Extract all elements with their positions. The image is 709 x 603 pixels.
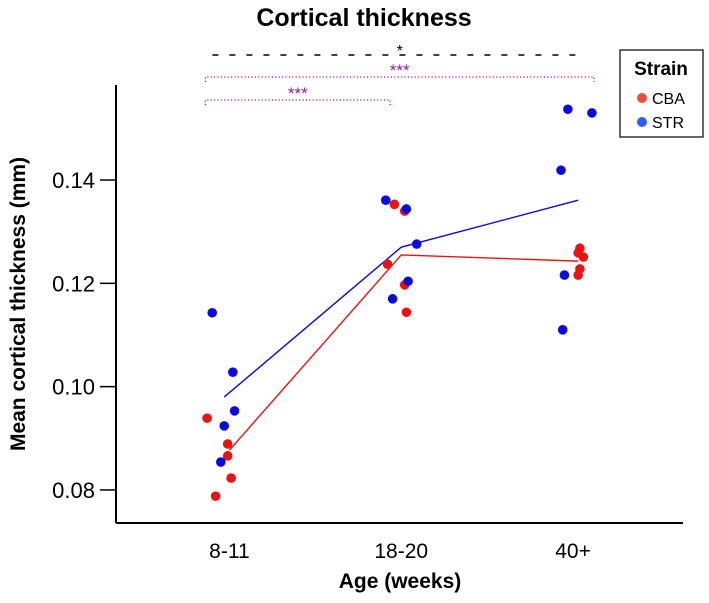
x-axis-label: Age (weeks) <box>339 570 462 593</box>
data-point-cba <box>202 413 212 423</box>
x-tick-label: 40+ <box>555 540 591 563</box>
data-point-str <box>403 276 413 287</box>
legend-marker-str <box>637 117 647 127</box>
data-point-cba <box>222 451 233 461</box>
y-tick-label: 0.10 <box>52 375 95 400</box>
data-point-cba <box>573 248 583 258</box>
y-tick-label: 0.08 <box>52 478 95 503</box>
legend: Strain CBA STR <box>619 49 704 138</box>
data-point-cba <box>382 259 393 270</box>
legend-marker-cba <box>637 93 647 103</box>
x-tick-label: 18-20 <box>374 540 428 563</box>
data-point-str <box>587 108 597 118</box>
data-point-str <box>556 165 566 176</box>
significance-label: *** <box>390 61 410 80</box>
y-tick-label: 0.12 <box>52 271 95 296</box>
data-point-cba <box>226 473 236 483</box>
mean-line-str <box>223 199 579 398</box>
y-axis-label: Mean cortical thickness (mm) <box>7 157 30 451</box>
data-point-str <box>207 307 218 318</box>
data-point-str <box>219 421 230 431</box>
data-point-str <box>229 406 240 416</box>
data-point-str <box>411 239 422 249</box>
legend-title: Strain <box>634 59 688 80</box>
legend-label-str: STR <box>652 115 684 132</box>
y-tick-label: 0.14 <box>52 168 95 193</box>
significance-label: * <box>397 43 403 60</box>
legend-label-cba: CBA <box>652 91 685 108</box>
data-point-cba <box>210 491 221 501</box>
data-point-str <box>401 204 412 214</box>
legend-box <box>619 49 704 138</box>
data-point-cba <box>401 307 412 318</box>
data-point-str <box>380 195 391 205</box>
data-point-cba <box>573 270 583 280</box>
data-point-str <box>387 294 398 304</box>
data-point-cba <box>389 199 400 210</box>
data-point-str <box>563 104 573 115</box>
x-tick-label: 8-11 <box>209 540 249 563</box>
data-point-str <box>228 367 238 377</box>
chart-title: Cortical thickness <box>256 4 471 32</box>
significance-label: *** <box>288 84 308 103</box>
data-point-str <box>557 325 568 335</box>
data-point-str <box>216 457 226 467</box>
data-point-str <box>559 270 570 280</box>
mean-line-cba <box>228 254 579 451</box>
data-point-cba <box>222 439 233 449</box>
